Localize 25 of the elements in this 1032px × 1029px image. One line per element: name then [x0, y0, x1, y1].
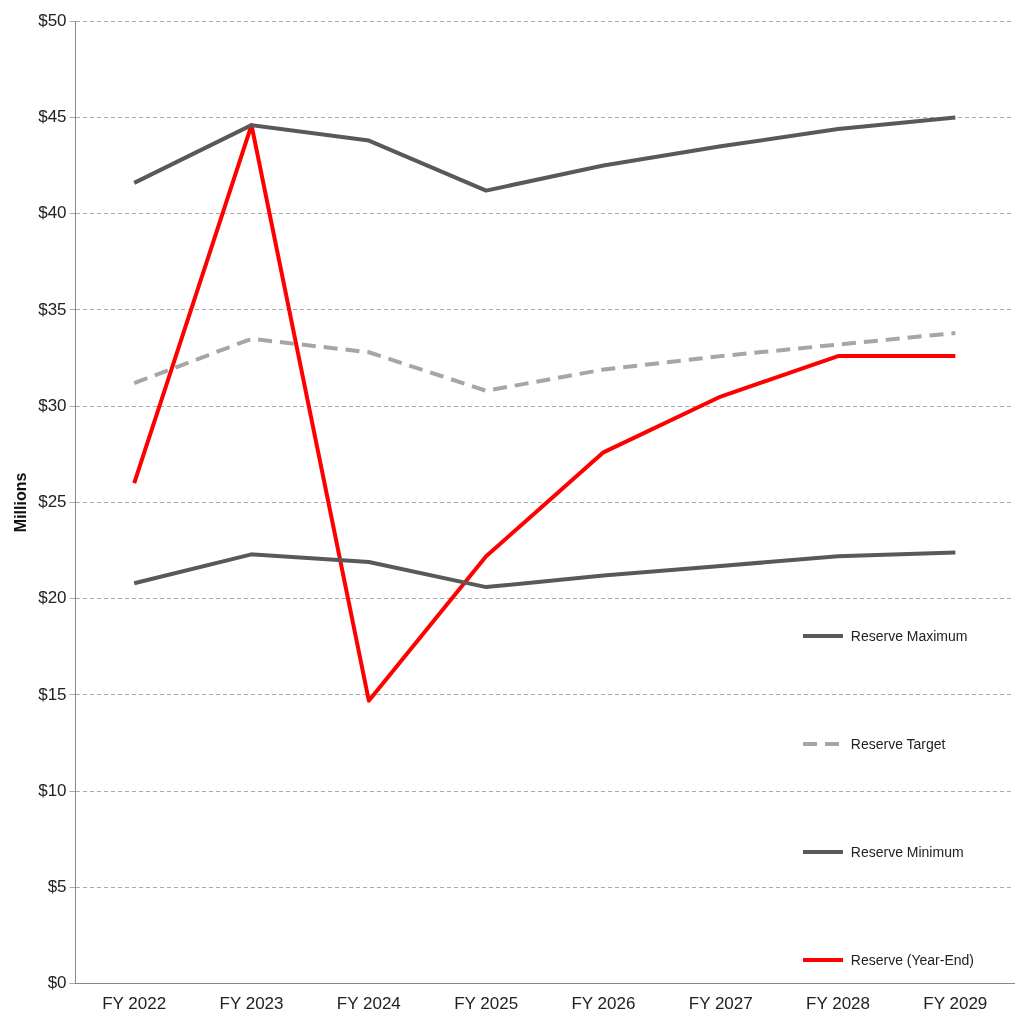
y-tick-label: $40	[38, 203, 67, 223]
legend-label: Reserve (Year-End)	[850, 952, 974, 968]
legend-label: Reserve Target	[850, 736, 946, 752]
line-series	[132, 331, 958, 393]
y-tick-label: $0	[47, 973, 67, 993]
y-tick-label: $20	[38, 588, 67, 608]
y-tick-label: $35	[38, 299, 67, 319]
x-tick-label: FY 2023	[219, 994, 284, 1014]
x-tick-label: FY 2027	[688, 994, 753, 1014]
x-tick-label: FY 2026	[571, 994, 636, 1014]
y-tick-label: $25	[38, 492, 67, 512]
x-tick-label: FY 2029	[923, 994, 988, 1014]
y-tick-label: $15	[38, 684, 67, 704]
y-tick-label: $10	[38, 780, 67, 800]
y-tick-label: $45	[38, 107, 67, 127]
y-tick-label: $5	[47, 877, 67, 897]
legend-label: Reserve Minimum	[850, 844, 964, 860]
x-tick-label: FY 2024	[336, 994, 401, 1014]
y-tick-label: $50	[38, 10, 67, 30]
legend-label: Reserve Maximum	[850, 628, 968, 644]
y-axis-title: Millions	[12, 472, 30, 533]
x-tick-label: FY 2028	[806, 994, 871, 1014]
y-tick-label: $30	[38, 395, 67, 415]
x-tick-label: FY 2022	[102, 994, 167, 1014]
x-tick-label: FY 2025	[454, 994, 519, 1014]
